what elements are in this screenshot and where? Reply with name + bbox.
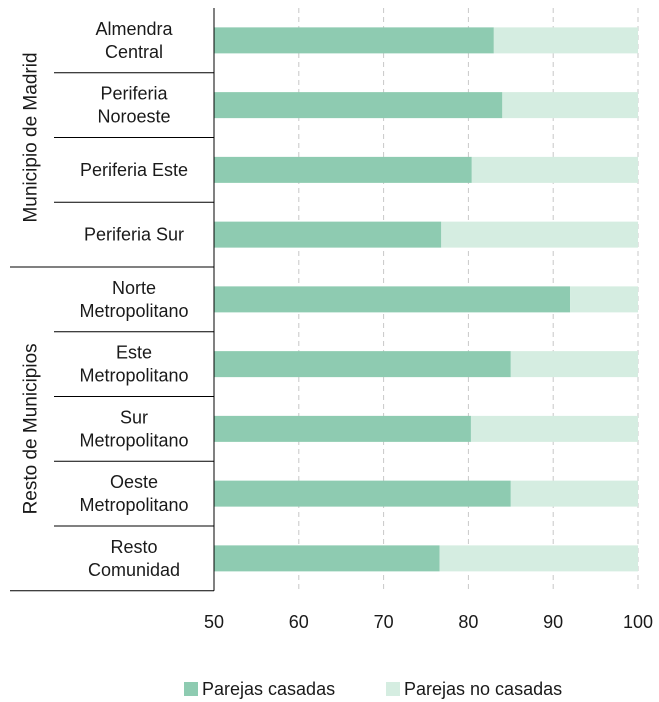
bar-parejas-no-casadas [471,156,638,183]
bar-parejas-no-casadas [570,286,638,313]
bar-parejas-no-casadas [510,351,638,378]
group-labels: Municipio de Madrid Resto de Municipios [21,52,42,514]
bar-parejas-casadas [214,545,440,572]
x-tick-label: 50 [204,612,224,632]
category-label: Este [116,343,152,363]
bar-parejas-casadas [214,156,472,183]
bar-parejas-casadas [214,286,571,313]
bar-parejas-no-casadas [510,480,638,507]
legend-parejas-no-casadas-label: Parejas no casadas [404,679,562,699]
axes [10,8,215,592]
category-labels: Almendra Central Periferia Noroeste Periferi… [79,19,188,580]
category-label: Resto [110,537,157,557]
bar-parejas-casadas [214,27,494,54]
bar-parejas-no-casadas [439,545,638,572]
legend-parejas-casadas-swatch [184,682,198,696]
bar-parejas-casadas [214,480,511,507]
bar-parejas-no-casadas [470,415,638,442]
category-label: Metropolitano [79,495,188,515]
group-label: Municipio de Madrid [21,52,42,222]
legend-parejas-no-casadas-swatch [386,682,400,696]
bar-parejas-no-casadas [441,221,638,248]
legend: Parejas casadas Parejas no casadas [184,679,562,699]
bar-parejas-casadas [214,351,511,378]
category-label: Oeste [110,472,158,492]
x-tick-label: 60 [289,612,309,632]
category-label: Metropolitano [79,366,188,386]
bar-parejas-no-casadas [502,92,638,119]
bar-parejas-casadas [214,221,442,248]
bar-parejas-no-casadas [493,27,638,54]
category-label: Almendra [95,19,173,39]
x-tick-label: 70 [374,612,394,632]
x-tick-label: 100 [623,612,653,632]
category-label: Metropolitano [79,430,188,450]
tick-labels: 50 60 70 80 90 100 [204,612,653,632]
category-label: Norte [112,278,156,298]
category-label: Metropolitano [79,301,188,321]
category-label: Periferia Sur [84,225,184,245]
category-label: Periferia Este [80,160,188,180]
bar-parejas-casadas [214,92,503,119]
category-label: Central [105,42,163,62]
x-tick-label: 90 [543,612,563,632]
bars [214,27,638,572]
category-label: Comunidad [88,560,180,580]
category-label: Noroeste [97,107,170,127]
group-label: Resto de Municipios [21,343,42,514]
category-label: Periferia [100,84,168,104]
legend-parejas-casadas-label: Parejas casadas [202,679,335,699]
bar-parejas-casadas [214,415,471,442]
x-tick-label: 80 [458,612,478,632]
category-label: Sur [120,407,148,427]
